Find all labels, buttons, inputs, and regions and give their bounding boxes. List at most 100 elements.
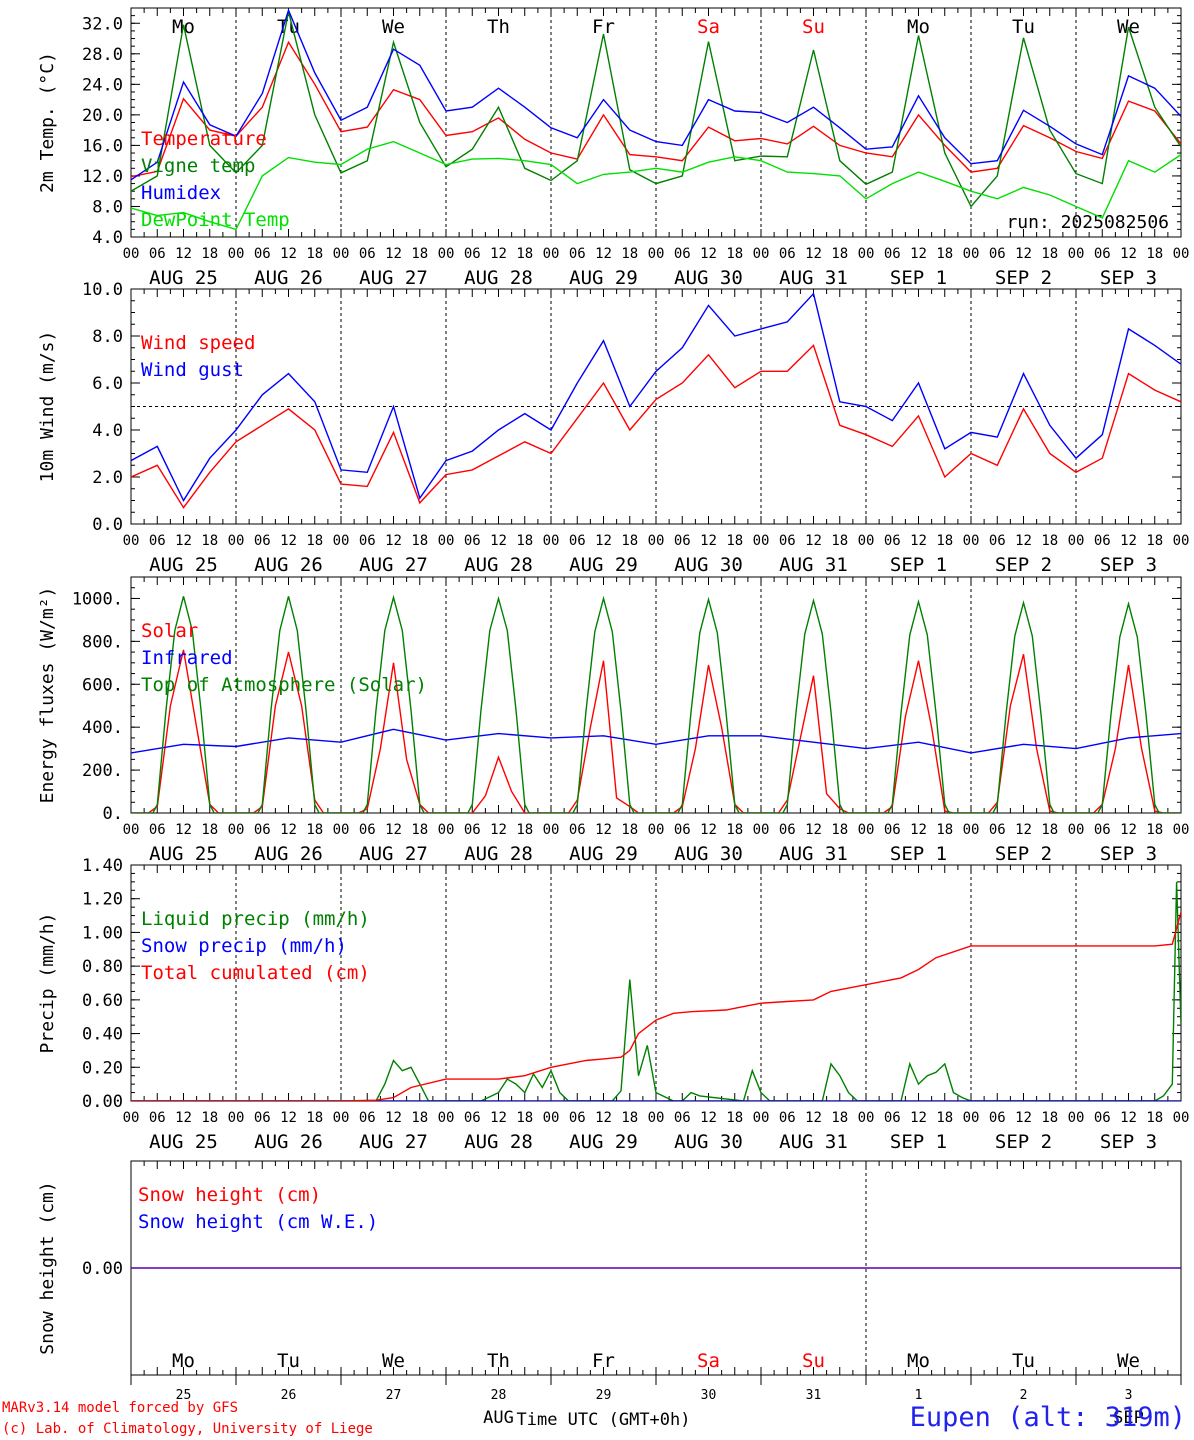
date-label: AUG 29 [569,1131,638,1153]
hour-tick-label: 12 [1015,822,1032,838]
legend-entry: Infrared [141,647,233,669]
hour-tick-label: 00 [123,533,140,549]
hour-tick-label: 00 [753,246,770,262]
hour-tick-label: 12 [1120,1110,1137,1126]
hour-tick-label: 00 [963,1110,980,1126]
hour-tick-label: 18 [936,246,953,262]
y-tick-label: 32.0 [82,14,123,34]
hour-tick-label: 18 [1041,822,1058,838]
weekday-label: Mo [907,16,930,38]
hour-tick-label: 06 [254,1110,271,1126]
date-label: AUG 27 [359,843,428,865]
hour-tick-label: 06 [989,822,1006,838]
weekday-label: We [382,1350,405,1372]
hour-tick-label: 12 [385,1110,402,1126]
hour-tick-label: 12 [910,533,927,549]
hour-tick-label: 06 [989,533,1006,549]
hour-tick-label: 00 [123,1110,140,1126]
series-line-1 [131,292,1181,502]
x-axis-label: Time UTC (GMT+0h) [517,1410,691,1430]
y-tick-label: 1.40 [82,856,123,876]
hour-tick-label: 18 [201,533,218,549]
hour-tick-label: 00 [123,246,140,262]
weekday-label: Sa [697,16,720,38]
date-label: SEP 1 [890,554,947,576]
date-label: AUG 30 [674,267,743,289]
hour-tick-label: 06 [1094,822,1111,838]
hour-tick-label: 12 [700,533,717,549]
hour-tick-label: 12 [1120,822,1137,838]
weekday-label: Sa [697,1350,720,1372]
hour-tick-label: 06 [254,246,271,262]
legend-entry: Wind speed [141,332,255,354]
hour-tick-label: 12 [1120,246,1137,262]
hour-tick-label: 06 [149,246,166,262]
legend-entry: Vigne temp [141,155,255,177]
legend-entry: Wind gust [141,359,244,381]
y-axis-label: 2m Temp. (°C) [37,52,58,193]
y-tick-label: 4.0 [92,421,123,441]
weekday-label: Su [802,1350,825,1372]
hour-tick-label: 00 [1173,1110,1190,1126]
hour-tick-label: 12 [385,533,402,549]
hour-tick-label: 18 [306,1110,323,1126]
hour-tick-label: 12 [280,246,297,262]
hour-tick-label: 18 [306,533,323,549]
date-label: SEP 2 [995,267,1052,289]
y-tick-label: 0. [103,804,123,824]
date-label: AUG 26 [254,1131,323,1153]
y-tick-label: 8.0 [92,197,123,217]
hour-tick-label: 06 [1094,533,1111,549]
hour-tick-label: 06 [884,246,901,262]
date-label: AUG 28 [464,554,533,576]
hour-tick-label: 18 [621,1110,638,1126]
hour-tick-label: 18 [936,822,953,838]
hour-tick-label: 12 [175,246,192,262]
hour-tick-label: 12 [1015,1110,1032,1126]
hour-tick-label: 00 [543,822,560,838]
weekday-label: Fr [592,16,615,38]
hour-tick-label: 06 [359,533,376,549]
y-tick-label: 6.0 [92,374,123,394]
hour-tick-label: 12 [175,533,192,549]
date-label: AUG 30 [674,1131,743,1153]
legend-entry: Snow height (cm W.E.) [138,1211,378,1233]
hour-tick-label: 00 [1173,822,1190,838]
run-label: run: 2025082506 [1006,212,1169,233]
date-label: AUG 31 [779,843,848,865]
weekday-label: We [382,16,405,38]
series-line-0 [131,881,1181,1101]
date-label: SEP 3 [1100,843,1157,865]
hour-tick-label: 18 [306,822,323,838]
hour-tick-label: 06 [569,1110,586,1126]
date-label: AUG 30 [674,554,743,576]
station-label: Eupen (alt: 319m) [909,1402,1186,1433]
hour-tick-label: 18 [726,533,743,549]
credit-line-2: (c) Lab. of Climatology, University of L… [2,1421,373,1437]
weekday-label: Tu [1012,1350,1035,1372]
date-label: SEP 3 [1100,554,1157,576]
hour-tick-label: 00 [648,246,665,262]
hour-tick-label: 18 [516,533,533,549]
hour-tick-label: 12 [1015,533,1032,549]
y-tick-label: 12.0 [82,167,123,187]
month-label: SEP [1113,1408,1144,1428]
hour-tick-label: 12 [805,1110,822,1126]
weekday-label: Su [802,16,825,38]
hour-tick-label: 00 [543,246,560,262]
hour-tick-label: 00 [123,822,140,838]
hour-tick-label: 18 [1146,533,1163,549]
date-label: SEP 2 [995,843,1052,865]
hour-tick-label: 06 [884,1110,901,1126]
hour-tick-label: 12 [910,822,927,838]
hour-tick-label: 06 [149,1110,166,1126]
y-tick-label: 24.0 [82,75,123,95]
day-number-label: 27 [386,1388,402,1403]
hour-tick-label: 00 [1173,533,1190,549]
day-number-label: 26 [281,1388,297,1403]
hour-tick-label: 18 [201,822,218,838]
hour-tick-label: 12 [805,822,822,838]
weekday-label: Tu [277,1350,300,1372]
hour-tick-label: 12 [280,822,297,838]
hour-tick-label: 12 [385,822,402,838]
